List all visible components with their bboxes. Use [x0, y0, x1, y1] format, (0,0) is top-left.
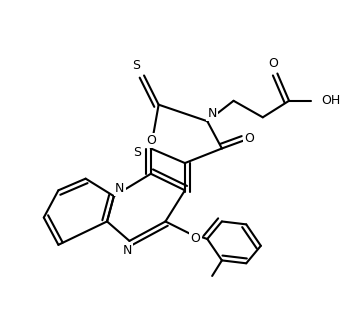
Text: O: O	[268, 57, 278, 70]
Text: N: N	[123, 244, 132, 257]
Text: O: O	[191, 231, 200, 245]
Text: O: O	[244, 132, 254, 145]
Text: S: S	[133, 146, 141, 159]
Text: S: S	[132, 59, 140, 72]
Text: N: N	[208, 107, 217, 120]
Text: N: N	[115, 182, 124, 195]
Text: O: O	[146, 134, 156, 147]
Text: OH: OH	[321, 94, 340, 107]
